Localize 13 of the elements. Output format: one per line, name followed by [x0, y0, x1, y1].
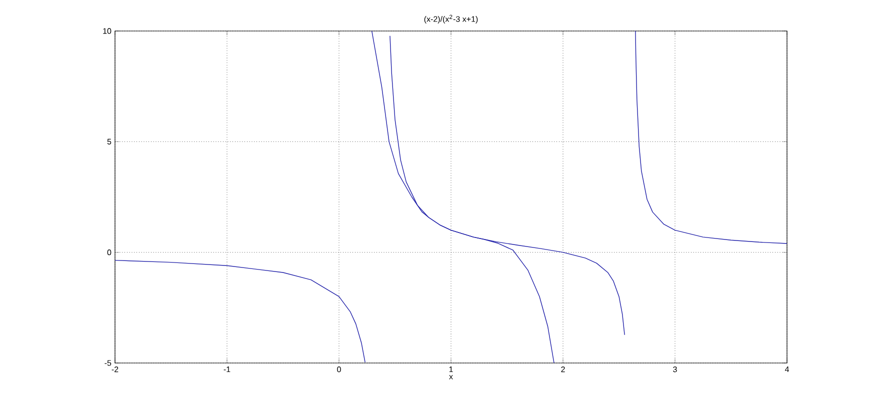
y-tick-label: 10 [103, 28, 112, 34]
x-tick-label: -1 [224, 366, 230, 372]
x-tick-label: 0 [337, 366, 341, 372]
x-tick-label: -2 [112, 366, 118, 372]
x-tick-label: 1 [449, 366, 453, 372]
chart-title: (x-2)/(x$^{2}$-3 x+1) [424, 14, 478, 24]
x-tick-label: 2 [561, 366, 565, 372]
x-tick-label: 3 [673, 366, 677, 372]
y-tick-label: -5 [104, 360, 112, 366]
y-tick-label: 0 [107, 250, 112, 256]
x-tick-label: 4 [784, 366, 789, 372]
x-axis-title: x [449, 375, 453, 380]
y-tick-label: 5 [107, 138, 112, 144]
